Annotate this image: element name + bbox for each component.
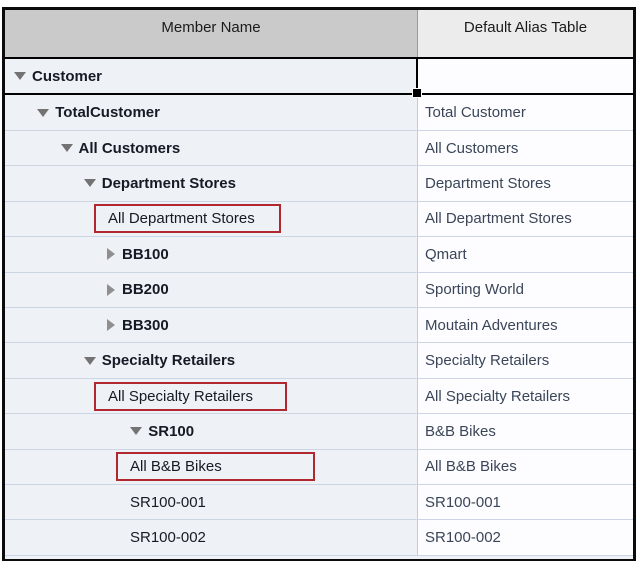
triangle-down-icon[interactable] (14, 72, 26, 81)
triangle-down-icon[interactable] (83, 179, 96, 188)
member-row[interactable]: SR100-001 SR100-001 (5, 484, 633, 520)
member-row[interactable]: All Customers All Customers (5, 129, 633, 166)
highlight-box: All B&B Bikes (116, 452, 315, 482)
member-name-cell[interactable]: SR100-001 (5, 485, 418, 520)
partial-row-sliver (5, 555, 633, 559)
member-row[interactable]: SR100 B&B Bikes (5, 413, 633, 449)
default-alias-label: Moutain Adventures (425, 316, 558, 334)
default-alias-label: Qmart (425, 245, 467, 263)
member-name-cell[interactable]: Department Stores (5, 166, 418, 201)
default-alias-label: All B&B Bikes (425, 458, 517, 476)
default-alias-cell[interactable]: All Customers (418, 130, 633, 166)
member-name-label: SR100 (148, 422, 195, 440)
member-name-cell[interactable]: TotalCustomer (5, 95, 418, 130)
member-row[interactable]: Customer (5, 57, 633, 99)
member-name-cell[interactable]: Specialty Retailers (5, 343, 418, 378)
default-alias-label: Sporting World (425, 281, 524, 299)
member-name-label: BB100 (122, 245, 169, 263)
default-alias-cell[interactable]: Specialty Retailers (418, 343, 633, 378)
member-row[interactable]: All Department Stores All Department Stor… (5, 200, 633, 237)
member-name-label: Department Stores (101, 174, 236, 192)
member-name-label: Specialty Retailers (101, 352, 236, 370)
default-alias-label: SR100-002 (425, 529, 501, 547)
default-alias-cell[interactable]: All B&B Bikes (418, 449, 633, 485)
default-alias-cell[interactable]: All Department Stores (418, 201, 633, 237)
grid-header-row: Member Name Default Alias Table (5, 10, 633, 57)
default-alias-cell[interactable]: Qmart (418, 237, 633, 272)
member-row[interactable]: TotalCustomer Total Customer (5, 95, 633, 130)
highlight-box: All Department Stores (94, 204, 281, 234)
member-name-label: All Department Stores (108, 210, 255, 228)
member-row[interactable]: Specialty Retailers Specialty Retailers (5, 342, 633, 378)
member-name-cell[interactable]: SR100-002 (5, 520, 418, 555)
selection-fill-handle[interactable] (412, 88, 422, 99)
member-row[interactable]: SR100-002 SR100-002 (5, 519, 633, 555)
default-alias-label: All Customers (425, 139, 519, 157)
default-alias-label: Total Customer (425, 104, 526, 122)
triangle-down-icon[interactable] (60, 144, 73, 153)
member-row[interactable]: Department Stores Department Stores (5, 165, 633, 201)
member-row[interactable]: All Specialty Retailers All Specialty Ret… (5, 377, 633, 414)
default-alias-cell[interactable]: SR100-002 (418, 520, 633, 555)
member-name-label: BB300 (122, 316, 169, 334)
triangle-right-icon[interactable] (107, 319, 115, 332)
default-alias-cell[interactable]: Moutain Adventures (418, 307, 633, 343)
default-alias-label: Specialty Retailers (425, 352, 550, 370)
member-name-label: All Specialty Retailers (108, 387, 254, 405)
default-alias-label: Department Stores (425, 174, 551, 192)
member-name-label: Customer (32, 67, 103, 85)
member-row[interactable]: BB200 Sporting World (5, 271, 633, 307)
default-alias-cell[interactable]: B&B Bikes (418, 414, 633, 449)
default-alias-label: All Specialty Retailers (425, 387, 571, 405)
member-name-cell[interactable]: Customer (5, 59, 418, 94)
member-name-label: BB200 (122, 281, 169, 299)
member-name-label: TotalCustomer (55, 104, 160, 122)
triangle-down-icon[interactable] (83, 356, 96, 365)
member-name-cell[interactable]: All Department Stores (5, 201, 418, 237)
default-alias-cell[interactable]: Total Customer (418, 95, 633, 130)
default-alias-label: SR100-001 (425, 493, 501, 511)
default-alias-label: B&B Bikes (425, 422, 496, 440)
member-name-label: All Customers (78, 139, 181, 157)
default-alias-cell[interactable] (418, 59, 633, 94)
member-name-label: All B&B Bikes (130, 458, 222, 476)
triangle-right-icon[interactable] (107, 248, 115, 261)
member-rows-container: Customer TotalCustomer Total Customer All C… (5, 57, 633, 555)
default-alias-label: All Department Stores (425, 210, 572, 228)
member-name-cell[interactable]: All B&B Bikes (5, 449, 418, 485)
member-name-cell[interactable]: BB200 (5, 272, 418, 307)
triangle-down-icon[interactable] (37, 108, 50, 117)
member-name-cell[interactable]: SR100 (5, 414, 418, 449)
member-name-cell[interactable]: BB300 (5, 307, 418, 343)
member-name-cell[interactable]: BB100 (5, 237, 418, 272)
member-row[interactable]: BB100 Qmart (5, 236, 633, 272)
column-header-member-name[interactable]: Member Name (5, 10, 418, 57)
member-row[interactable]: All B&B Bikes All B&B Bikes (5, 448, 633, 485)
member-name-cell[interactable]: All Customers (5, 130, 418, 166)
default-alias-cell[interactable]: Department Stores (418, 166, 633, 201)
default-alias-cell[interactable]: All Specialty Retailers (418, 378, 633, 414)
default-alias-cell[interactable]: Sporting World (418, 272, 633, 307)
column-header-default-alias-table[interactable]: Default Alias Table (418, 10, 633, 57)
member-name-label: SR100-001 (130, 493, 206, 511)
highlight-box: All Specialty Retailers (94, 381, 287, 411)
triangle-right-icon[interactable] (107, 283, 115, 296)
default-alias-cell[interactable]: SR100-001 (418, 485, 633, 520)
member-row[interactable]: BB300 Moutain Adventures (5, 306, 633, 343)
member-outline-grid: Member Name Default Alias Table Customer… (2, 7, 636, 561)
triangle-down-icon[interactable] (130, 427, 143, 436)
member-name-cell[interactable]: All Specialty Retailers (5, 378, 418, 414)
member-name-label: SR100-002 (130, 529, 206, 547)
